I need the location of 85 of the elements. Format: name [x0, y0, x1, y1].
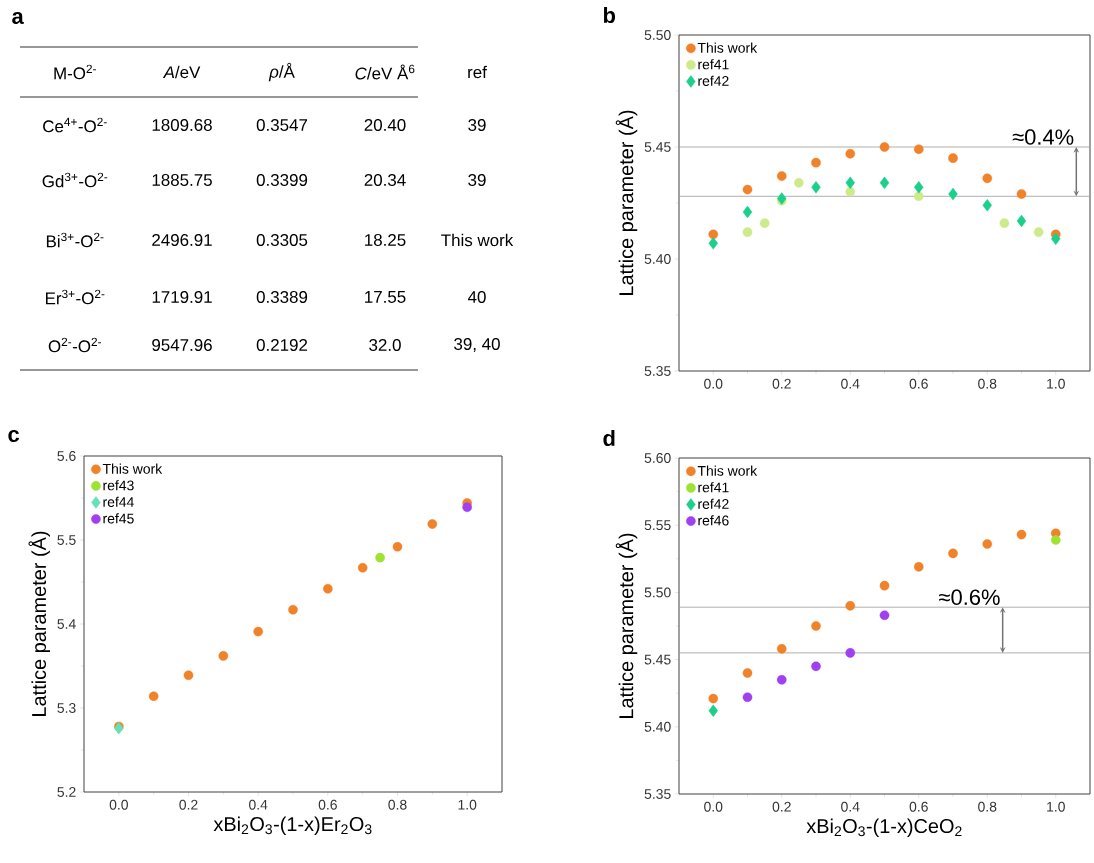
y-tick-label: 5.50: [644, 587, 671, 598]
y-tick-label: 5.40: [644, 721, 671, 732]
text: Gd$^{3+}$-O$^{2-}$: [42, 172, 108, 188]
y-tick-label: 5.60: [644, 453, 671, 463]
text: 18.25: [365, 234, 406, 246]
x-tick-label: 0.4: [841, 801, 860, 812]
text: 1885.75: [152, 174, 212, 186]
text: 0.3305: [256, 234, 308, 246]
x-tick-label: 0.8: [978, 378, 997, 389]
y-tick-label: 5.35: [644, 789, 671, 799]
legend-label: ref45: [103, 513, 134, 524]
chart-title: c: [8, 430, 20, 443]
x-tick-label: 1.0: [1047, 801, 1065, 812]
text: O$^{2-}$-O$^{2-}$: [48, 337, 102, 353]
category-label: C/eV Å$^{6}$: [355, 64, 415, 80]
text: 1719.91: [152, 291, 212, 304]
y-tick-label: 5.35: [644, 366, 671, 376]
x-tick-label: 0.4: [249, 799, 268, 810]
y-tick-label: 5.50: [644, 30, 671, 40]
annotation: ≈0.6%: [939, 589, 1000, 605]
x-tick-label: 0.0: [704, 801, 723, 812]
legend-label: This work: [697, 465, 758, 476]
legend-label: ref43: [103, 480, 134, 491]
legend-label: ref42: [698, 498, 729, 509]
x-tick-label: 0.2: [772, 378, 791, 389]
chart-title: d: [603, 429, 615, 447]
y-tick-label: 5.2: [57, 787, 76, 797]
x-axis-title: xBi$_{2}$O$_{3}$-(1-x)Er$_{2}$O$_{3}$: [213, 816, 372, 836]
text: 9547.96: [152, 339, 212, 352]
x-axis-title: xBi$_{2}$O$_{3}$-(1-x)CeO$_{2}$: [806, 818, 962, 838]
legend-label: ref41: [698, 482, 729, 493]
text: Ce$^{4+}$-O$^{2-}$: [43, 117, 107, 133]
text: 2496.91: [152, 234, 212, 246]
text: 1809.68: [152, 119, 212, 131]
text: 20.40: [364, 119, 406, 131]
category-label: ρ/Å: [268, 62, 295, 82]
y-axis-title: Lattice parameter (Å): [615, 533, 638, 718]
text: 0.2192: [256, 339, 308, 352]
text: 17.55: [365, 291, 406, 303]
y-tick-label: 5.40: [644, 254, 671, 264]
chart-title: b: [603, 6, 616, 24]
x-tick-label: 1.0: [1047, 378, 1065, 389]
y-tick-label: 5.45: [644, 142, 671, 152]
x-tick-label: 0.2: [772, 801, 791, 812]
y-tick-label: 5.45: [644, 654, 671, 665]
text: a: [12, 11, 24, 25]
x-tick-label: 1.0: [458, 799, 477, 810]
y-axis-title: Lattice parameter (Å): [28, 531, 50, 716]
y-tick-label: 5.4: [57, 619, 76, 629]
x-tick-label: 0.0: [109, 799, 128, 810]
text: 32.0: [369, 339, 401, 352]
text: 39, 40: [454, 338, 500, 353]
text: Er$^{3+}$-O$^{2-}$: [45, 289, 105, 305]
legend-label: This work: [697, 42, 758, 53]
x-tick-label: 0.6: [909, 801, 928, 812]
category-label: A/eV: [162, 65, 201, 79]
x-tick-label: 0.6: [318, 799, 337, 810]
annotation: ≈0.4%: [1012, 129, 1074, 145]
x-tick-label: 0.8: [388, 799, 407, 810]
text: 40: [467, 291, 486, 304]
text: 0.3399: [256, 174, 308, 186]
y-tick-label: 5.5: [57, 535, 76, 545]
text: This work: [441, 233, 514, 247]
legend-label: ref41: [698, 59, 729, 70]
text: 0.3547: [256, 119, 308, 131]
category-label: M-O$^{2-}$: [54, 64, 96, 80]
text: 39: [468, 119, 486, 131]
x-tick-label: 0.8: [978, 801, 997, 812]
y-tick-label: 5.55: [644, 520, 671, 531]
legend-label: ref42: [698, 75, 729, 86]
text: 20.34: [364, 174, 406, 186]
y-tick-label: 5.6: [57, 451, 76, 461]
x-tick-label: 0.6: [909, 378, 928, 389]
legend-label: ref46: [698, 515, 729, 526]
text: 39: [468, 174, 486, 186]
legend-label: ref44: [103, 496, 134, 507]
text: 0.3389: [256, 291, 308, 304]
x-tick-label: 0.4: [841, 378, 860, 389]
category-label: ref: [468, 65, 487, 79]
y-axis-title: Lattice parameter (Å): [615, 110, 638, 295]
text: Bi$^{3+}$-O$^{2-}$: [46, 232, 104, 248]
legend-label: This work: [102, 463, 163, 474]
y-tick-label: 5.3: [57, 703, 76, 713]
x-tick-label: 0.0: [704, 378, 723, 389]
x-tick-label: 0.2: [179, 799, 198, 810]
